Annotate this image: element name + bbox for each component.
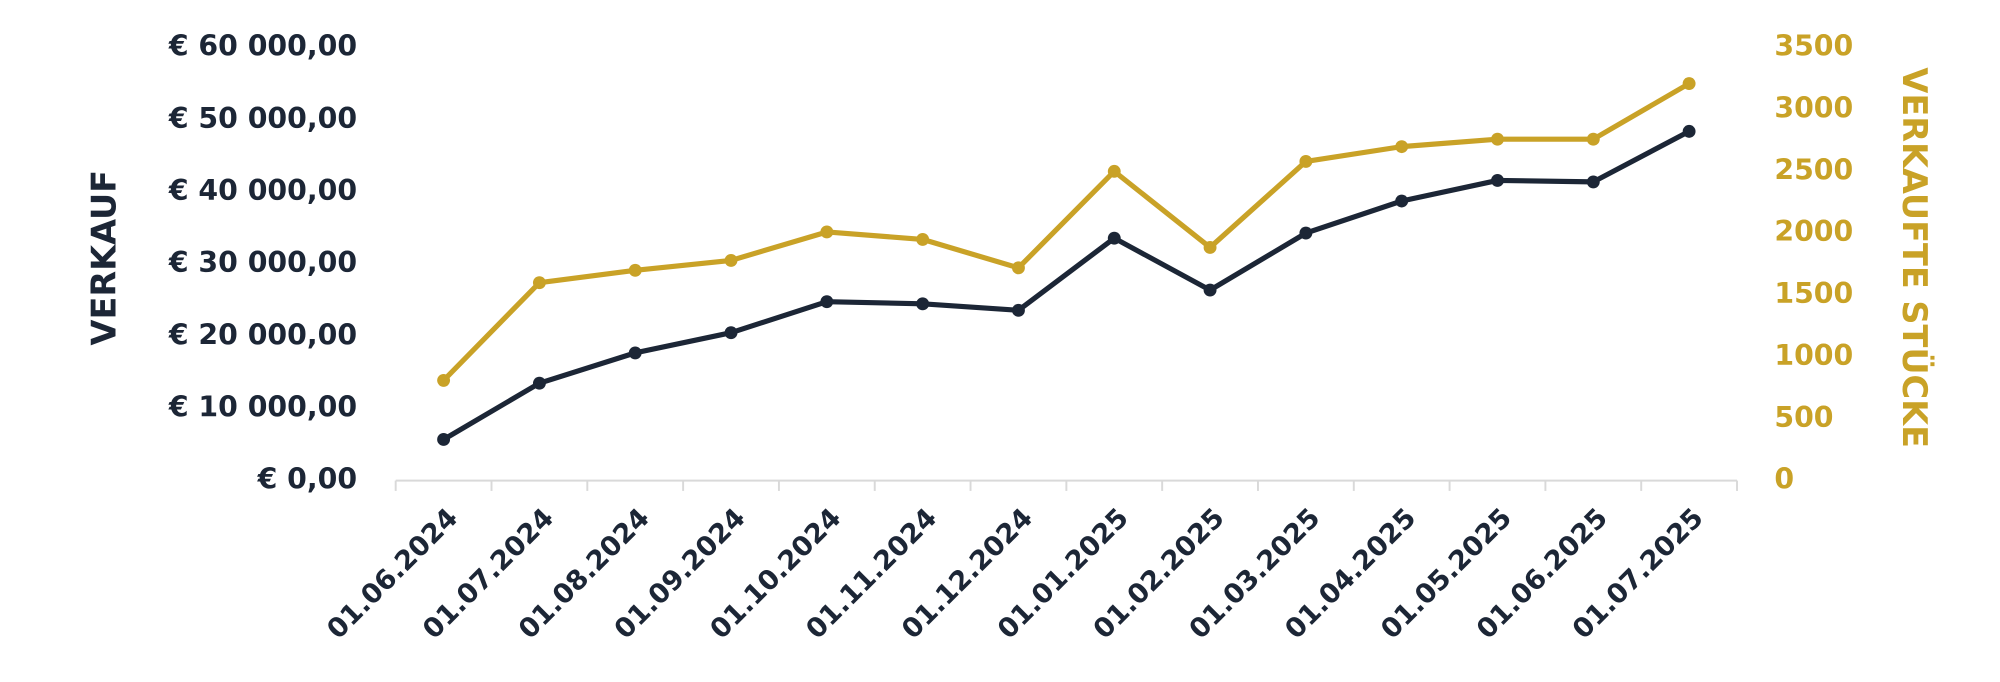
data-point xyxy=(1012,261,1025,275)
data-point xyxy=(1299,155,1313,168)
data-point xyxy=(1203,240,1217,254)
data-point xyxy=(916,297,930,311)
y-tick-label: € 10 000,00 xyxy=(168,390,357,423)
y-tick-label: € 20 000,00 xyxy=(168,318,357,351)
data-point xyxy=(1491,173,1504,187)
y-tick-label: € 0,00 xyxy=(257,463,357,496)
data-point xyxy=(437,373,451,387)
y-tick-label: € 30 000,00 xyxy=(168,246,357,279)
y-tick-label: € 40 000,00 xyxy=(168,174,357,207)
data-point xyxy=(724,253,738,267)
data-point xyxy=(532,376,546,390)
y2-tick-label: 3500 xyxy=(1774,30,1853,63)
y-tick-label: € 50 000,00 xyxy=(168,102,357,135)
y-axis-title: VERKAUF xyxy=(84,170,123,346)
data-point xyxy=(1107,231,1121,245)
data-point xyxy=(916,232,930,246)
data-point xyxy=(1395,194,1409,208)
y2-axis-title: VERKAUFTE STÜCKE xyxy=(1895,67,1935,448)
data-point xyxy=(1682,77,1696,90)
data-point xyxy=(820,295,834,309)
data-point xyxy=(1586,175,1600,189)
y2-tick-label: 2500 xyxy=(1774,153,1853,186)
y2-tick-label: 1500 xyxy=(1774,277,1853,310)
data-point xyxy=(1395,140,1409,154)
data-point xyxy=(820,225,834,239)
data-point xyxy=(1491,132,1504,146)
data-point xyxy=(437,433,451,446)
data-point xyxy=(1012,303,1025,317)
y-tick-label: € 60 000,00 xyxy=(168,30,357,63)
data-point xyxy=(1586,132,1600,146)
series-line xyxy=(441,81,1691,383)
data-point xyxy=(628,263,642,277)
data-point xyxy=(628,346,642,360)
data-point xyxy=(1682,124,1696,138)
y2-tick-label: 500 xyxy=(1774,401,1833,434)
y2-tick-label: 2000 xyxy=(1774,215,1853,248)
y2-tick-label: 3000 xyxy=(1774,92,1853,125)
y2-tick-label: 1000 xyxy=(1774,339,1853,372)
series-line xyxy=(442,129,1691,442)
data-point xyxy=(1203,283,1217,297)
y2-tick-label: 0 xyxy=(1774,463,1794,496)
data-point xyxy=(532,276,546,290)
data-point xyxy=(1299,226,1313,240)
data-point xyxy=(1107,164,1121,178)
data-point xyxy=(724,326,738,340)
